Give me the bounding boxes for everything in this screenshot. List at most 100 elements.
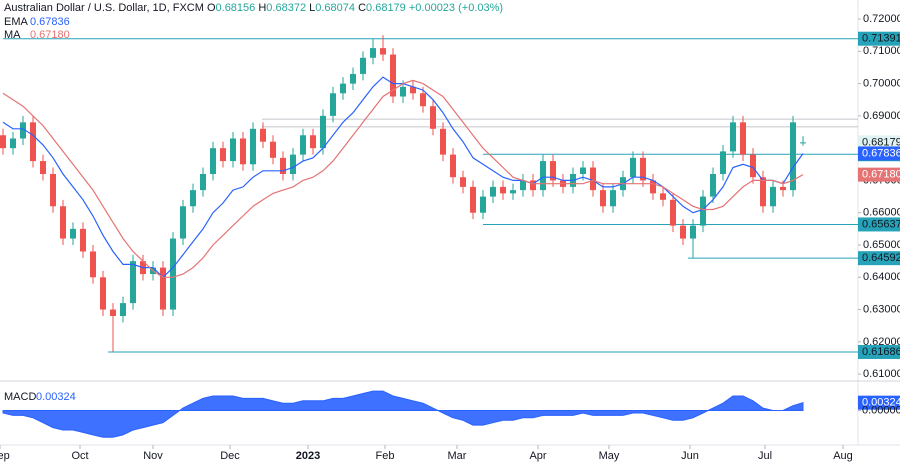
candle-body — [660, 193, 666, 200]
x-tick-label: Apr — [529, 450, 546, 462]
x-tick-label: Feb — [376, 450, 395, 462]
x-tick-label: May — [599, 450, 620, 462]
candle-body — [220, 148, 226, 162]
candle-body — [180, 206, 186, 239]
price-tag-label: 0.65637 — [862, 218, 900, 230]
candle-body — [510, 190, 516, 194]
candle-body — [10, 138, 16, 149]
candle-body — [670, 199, 676, 226]
y-tick-label: 0.61000 — [863, 368, 900, 380]
candle-body — [590, 167, 596, 191]
price-tag-bg — [858, 135, 900, 150]
y-tick-label: 0.66000 — [863, 207, 900, 219]
candle-body — [120, 303, 126, 317]
x-tick-label: Nov — [143, 450, 163, 462]
candle-body — [730, 122, 736, 152]
candle-body — [480, 196, 486, 213]
candle-body — [550, 161, 556, 181]
ohlc-value: 0.68074 — [315, 2, 355, 14]
candle-body — [720, 151, 726, 174]
price-tag-label: 0.61686 — [862, 346, 900, 358]
price-tag-label: 0.67180 — [862, 169, 900, 181]
candle-body — [680, 225, 686, 239]
candle-body — [470, 186, 476, 213]
candle-body — [340, 83, 346, 94]
candle-body — [200, 173, 206, 191]
price-tag-label: 0.67836 — [862, 147, 900, 159]
candle-body — [390, 54, 396, 97]
candle-body — [170, 238, 176, 310]
candle-body — [360, 57, 366, 74]
price-tag-label: 0.71391 — [862, 33, 900, 45]
macd-tick-label: 0.00324 — [862, 397, 900, 409]
candle-body — [650, 180, 656, 194]
macd-value: 0.00324 — [36, 391, 76, 403]
y-tick-label: 0.63000 — [863, 303, 900, 315]
macd-tick-label: 0.00000 — [862, 404, 900, 416]
x-tick-label: Jun — [681, 450, 699, 462]
price-tag-label: 0.68179 — [862, 136, 900, 148]
candle-body — [110, 309, 116, 317]
ohlc-value: 0.68372 — [266, 2, 306, 14]
price-tag-bg — [858, 251, 900, 266]
candle-body — [500, 186, 506, 194]
candle-body — [600, 190, 606, 207]
candle-body — [420, 93, 426, 107]
candle-body — [490, 186, 496, 197]
candle-body — [430, 106, 436, 129]
candle-body — [460, 177, 466, 187]
candle-body — [580, 167, 586, 174]
candle-body — [290, 154, 296, 174]
candle-body — [740, 122, 746, 155]
symbol-name: Australian Dollar / U.S. Dollar, 1D, FXC… — [4, 2, 204, 14]
candle-body — [30, 122, 36, 162]
candle-body — [690, 225, 696, 239]
candle-body — [750, 154, 756, 178]
candle-body — [90, 251, 96, 278]
legend-name: MA — [4, 29, 21, 41]
candle-body — [540, 161, 546, 191]
macd-name: MACD — [4, 391, 36, 403]
candle-body — [370, 48, 376, 58]
y-tick-label: 0.69000 — [863, 110, 900, 122]
candle-body — [250, 128, 256, 165]
candle-body — [520, 180, 526, 191]
candle-body — [530, 180, 536, 191]
y-tick-label: 0.65000 — [863, 239, 900, 251]
candle-body — [60, 206, 66, 239]
candle-body — [780, 186, 786, 191]
candle-body — [0, 135, 6, 149]
candle-body — [70, 228, 76, 239]
x-tick-label: Jul — [758, 450, 772, 462]
candle-body — [320, 115, 326, 149]
price-tag-bg — [858, 167, 900, 182]
candle-body — [100, 277, 106, 310]
candle-body — [230, 138, 236, 162]
candle-body — [130, 261, 136, 304]
candle-body — [350, 73, 356, 84]
candle-body — [20, 122, 26, 139]
ohlc-key: L — [309, 2, 315, 14]
y-tick-label: 0.72000 — [863, 13, 900, 25]
candle-body — [330, 93, 336, 116]
candle-body — [380, 48, 386, 55]
candle-body — [630, 157, 636, 178]
candle-body — [410, 86, 416, 94]
legend-value: 0.67180 — [30, 29, 70, 41]
candle-body — [190, 190, 196, 207]
x-tick-label: Mar — [448, 450, 467, 462]
header: Australian Dollar / U.S. Dollar, 1D, FXC… — [4, 2, 503, 14]
candle-body — [270, 141, 276, 158]
price-tag-bg — [858, 31, 900, 46]
x-tick-label: 2023 — [296, 450, 320, 462]
candle-body — [260, 128, 266, 142]
price-tag-bg — [858, 217, 900, 232]
ohlc-key: H — [258, 2, 266, 14]
candle-body — [160, 267, 166, 310]
x-tick-label: Aug — [833, 450, 853, 462]
legend-value: 0.67836 — [30, 16, 70, 28]
candle-body — [710, 173, 716, 197]
change: +0.00023 (+0.03%) — [409, 2, 503, 14]
candle-body — [80, 228, 86, 252]
